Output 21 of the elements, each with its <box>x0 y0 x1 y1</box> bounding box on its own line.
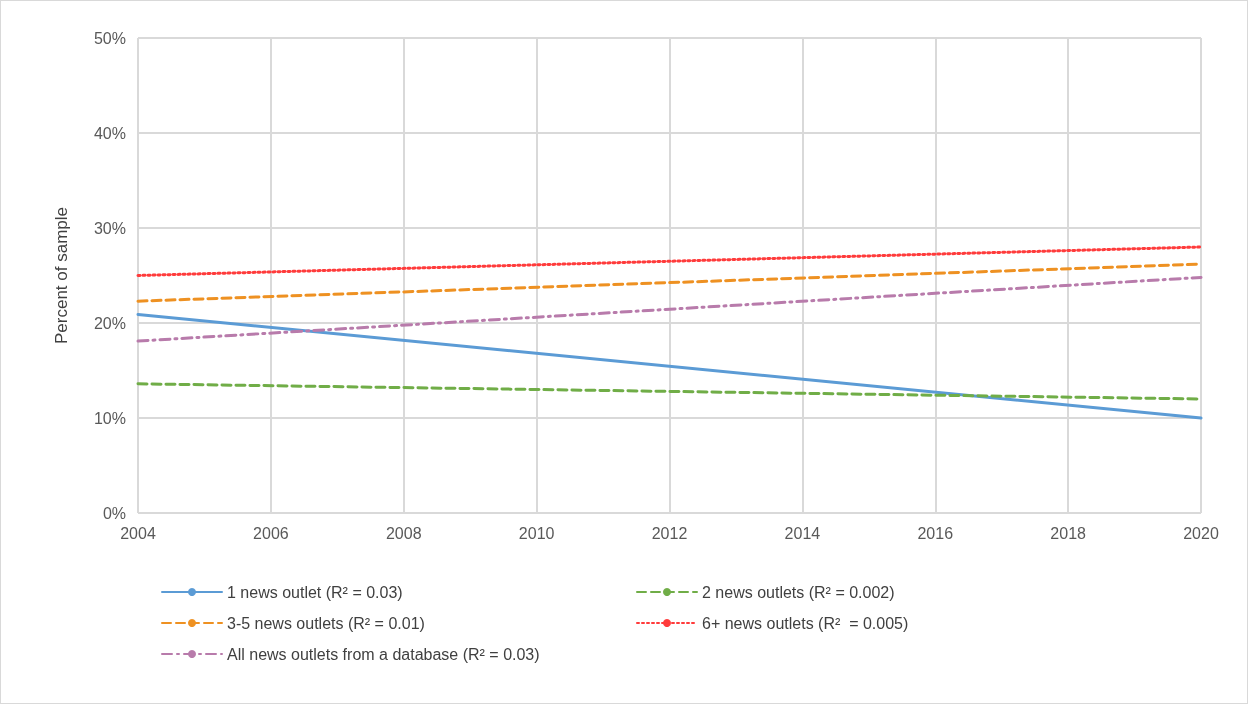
x-tick-label: 2016 <box>917 524 954 542</box>
x-tick-label: 2008 <box>385 524 422 542</box>
x-tick-label: 2004 <box>120 524 156 542</box>
legend-label: 1 news outlet (R² = 0.03) <box>227 583 403 601</box>
x-tick-label: 2018 <box>1050 524 1087 542</box>
legend-label: 6+ news outlets (R² = 0.005) <box>702 614 909 632</box>
x-tick-label: 2020 <box>1183 524 1219 542</box>
legend-label: All news outlets from a database (R² = 0.03) <box>227 645 540 663</box>
x-tick-label: 2012 <box>651 524 688 542</box>
legend-label: 2 news outlets (R² = 0.002) <box>702 583 895 601</box>
y-tick-label: 10% <box>93 409 126 427</box>
y-tick-label: 20% <box>93 314 126 332</box>
y-tick-label: 0% <box>102 504 126 522</box>
y-axis-title: Percent of sample <box>52 206 71 345</box>
y-tick-label: 50% <box>93 29 126 47</box>
x-tick-label: 2010 <box>518 524 555 542</box>
y-tick-label: 40% <box>93 124 126 142</box>
y-tick-label: 30% <box>93 219 126 237</box>
x-tick-label: 2014 <box>784 524 821 542</box>
legend-label: 3-5 news outlets (R² = 0.01) <box>227 614 425 632</box>
x-tick-label: 2006 <box>253 524 289 542</box>
